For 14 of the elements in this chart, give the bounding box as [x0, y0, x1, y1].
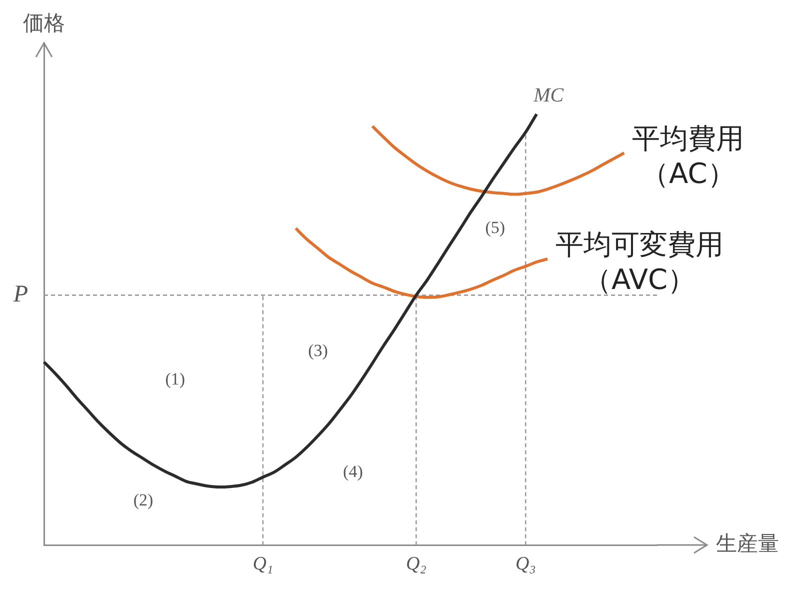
annotation: (3)	[308, 340, 328, 360]
x-axis-title: 生産量	[716, 532, 779, 556]
annotation: (4)	[343, 462, 363, 481]
series-label: MC	[532, 84, 564, 106]
series-label: 平均可変費用（AVC）	[556, 228, 724, 296]
x-tick-label: Q₁	[252, 554, 274, 575]
y-axis-title: 価格	[23, 11, 65, 36]
annotation: (1)	[165, 369, 186, 388]
x-tick-label: Q₃	[515, 554, 536, 575]
series-label: 平均費用（AC）	[632, 122, 744, 190]
annotation: (5)	[485, 218, 506, 237]
x-tick-label: Q₂	[406, 554, 427, 575]
annotation: (2)	[133, 490, 154, 510]
ref-line-label: P	[12, 281, 28, 308]
